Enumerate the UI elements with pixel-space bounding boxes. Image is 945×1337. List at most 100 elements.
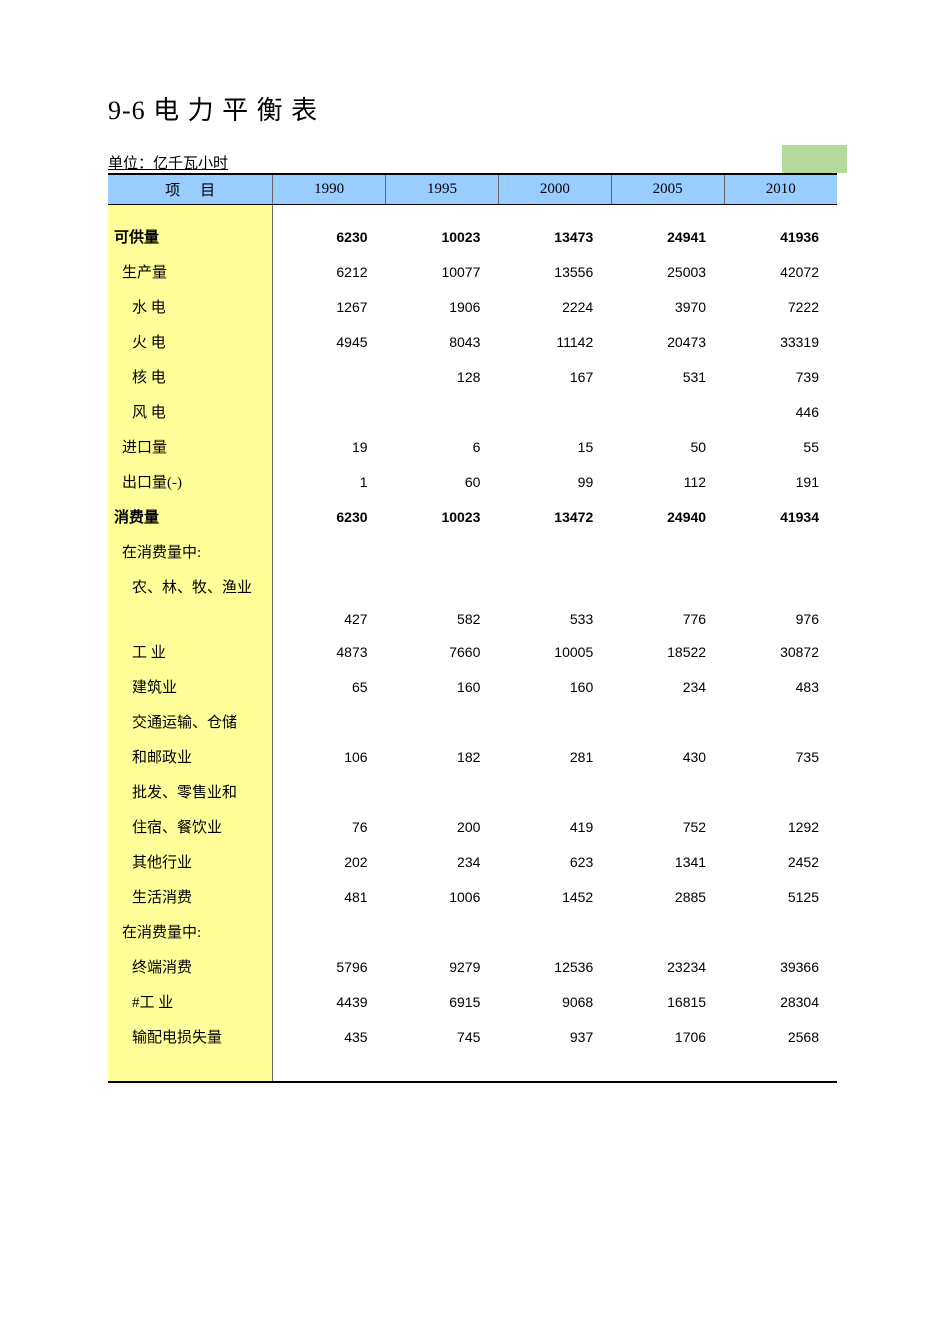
table-row: 水 电12671906222439707222 [108, 289, 837, 324]
data-cell: 735 [724, 739, 837, 774]
trailing-spacer [108, 1054, 837, 1082]
data-cell: 33319 [724, 324, 837, 359]
table-row: 生活消费4811006145228855125 [108, 879, 837, 914]
table-row: 427582533776976 [108, 604, 837, 634]
data-cell: 182 [386, 739, 499, 774]
data-cell: 16815 [611, 984, 724, 1019]
data-cell: 191 [724, 464, 837, 499]
data-cell [386, 569, 499, 604]
table-row: 输配电损失量43574593717062568 [108, 1019, 837, 1054]
data-cell: 623 [498, 844, 611, 879]
data-cell: 1267 [273, 289, 386, 324]
data-cell: 745 [386, 1019, 499, 1054]
data-cell: 9279 [386, 949, 499, 984]
table-row: 其他行业20223462313412452 [108, 844, 837, 879]
page-title: 9-6 电 力 平 衡 表 [108, 90, 837, 127]
data-cell: 10023 [386, 219, 499, 254]
table-row: 消费量623010023134722494041934 [108, 499, 837, 534]
row-label: 出口量(-) [108, 464, 273, 499]
row-label: 其他行业 [108, 844, 273, 879]
data-cell: 30872 [724, 634, 837, 669]
table-row: 在消费量中: [108, 914, 837, 949]
data-cell: 6230 [273, 219, 386, 254]
data-cell: 739 [724, 359, 837, 394]
data-cell: 2452 [724, 844, 837, 879]
data-cell: 160 [386, 669, 499, 704]
row-label: 在消费量中: [108, 914, 273, 949]
data-cell: 446 [724, 394, 837, 429]
data-cell: 481 [273, 879, 386, 914]
data-cell [386, 704, 499, 739]
row-label [108, 604, 273, 634]
data-cell: 7660 [386, 634, 499, 669]
table-row: 建筑业65160160234483 [108, 669, 837, 704]
data-cell [611, 914, 724, 949]
data-cell: 1341 [611, 844, 724, 879]
data-cell: 15 [498, 429, 611, 464]
data-cell: 13556 [498, 254, 611, 289]
table-row: 农、林、牧、渔业 [108, 569, 837, 604]
col-header-year: 1990 [273, 174, 386, 205]
balance-table: 项目 1990 1995 2000 2005 2010 可供量623010023… [108, 173, 837, 1083]
table-row: 可供量623010023134732494141936 [108, 219, 837, 254]
col-header-year: 2010 [724, 174, 837, 205]
table-header-row: 项目 1990 1995 2000 2005 2010 [108, 174, 837, 205]
data-cell: 10023 [386, 499, 499, 534]
data-cell [498, 774, 611, 809]
data-cell: 202 [273, 844, 386, 879]
row-label: 工 业 [108, 634, 273, 669]
data-cell [273, 774, 386, 809]
table-row: 在消费量中: [108, 534, 837, 569]
data-cell: 2224 [498, 289, 611, 324]
data-cell: 65 [273, 669, 386, 704]
data-cell: 281 [498, 739, 611, 774]
table-body: 可供量623010023134732494141936生产量6212100771… [108, 205, 837, 1083]
data-cell: 11142 [498, 324, 611, 359]
data-cell [724, 534, 837, 569]
row-label: 生活消费 [108, 879, 273, 914]
data-cell: 18522 [611, 634, 724, 669]
data-cell: 42072 [724, 254, 837, 289]
data-cell [273, 704, 386, 739]
data-cell [724, 569, 837, 604]
data-cell: 19 [273, 429, 386, 464]
data-cell [498, 534, 611, 569]
row-label: 和邮政业 [108, 739, 273, 774]
data-cell: 9068 [498, 984, 611, 1019]
table-row: 核 电128167531739 [108, 359, 837, 394]
data-cell: 24940 [611, 499, 724, 534]
data-cell: 99 [498, 464, 611, 499]
data-cell: 5796 [273, 949, 386, 984]
row-label: 风 电 [108, 394, 273, 429]
col-header-year: 2005 [611, 174, 724, 205]
data-cell [273, 394, 386, 429]
data-cell: 160 [498, 669, 611, 704]
data-cell: 1 [273, 464, 386, 499]
table-row: 终端消费57969279125362323439366 [108, 949, 837, 984]
data-cell: 582 [386, 604, 499, 634]
green-accent-box [782, 145, 847, 173]
data-cell [386, 914, 499, 949]
row-label: 在消费量中: [108, 534, 273, 569]
data-cell: 752 [611, 809, 724, 844]
data-cell [498, 914, 611, 949]
data-cell: 25003 [611, 254, 724, 289]
table-row: 住宿、餐饮业762004197521292 [108, 809, 837, 844]
data-cell: 2885 [611, 879, 724, 914]
spacer-row [108, 205, 837, 220]
data-cell: 13473 [498, 219, 611, 254]
data-cell: 2568 [724, 1019, 837, 1054]
data-cell: 106 [273, 739, 386, 774]
data-cell: 41934 [724, 499, 837, 534]
data-cell: 1452 [498, 879, 611, 914]
data-cell: 112 [611, 464, 724, 499]
row-label: 农、林、牧、渔业 [108, 569, 273, 604]
row-label: 可供量 [108, 219, 273, 254]
col-header-item: 项目 [108, 174, 273, 205]
data-cell: 3970 [611, 289, 724, 324]
data-cell: 1006 [386, 879, 499, 914]
data-cell [273, 359, 386, 394]
data-cell: 24941 [611, 219, 724, 254]
data-cell: 419 [498, 809, 611, 844]
data-cell: 200 [386, 809, 499, 844]
